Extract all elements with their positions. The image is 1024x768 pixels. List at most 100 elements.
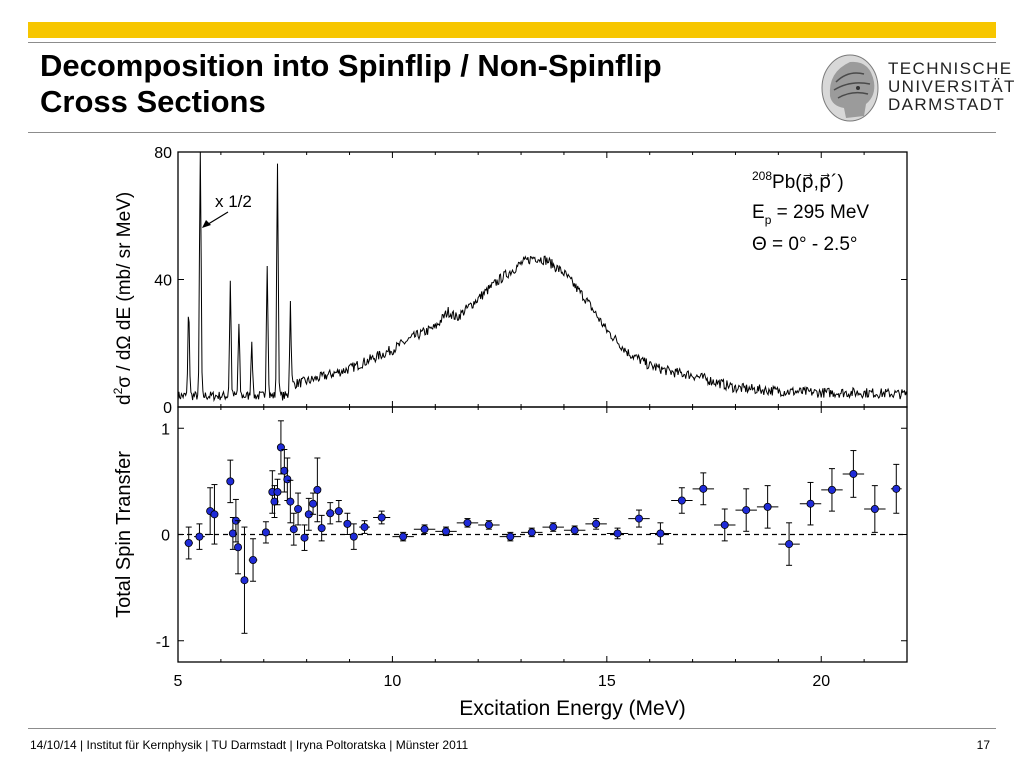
- marker-49: [785, 540, 794, 549]
- data-point-48: [756, 485, 779, 529]
- marker-4: [226, 477, 235, 486]
- marker-13: [273, 487, 282, 496]
- marker-27: [343, 519, 352, 528]
- marker-45: [699, 484, 708, 493]
- x-axis-label: Excitation Energy (MeV): [459, 697, 685, 720]
- x-tick-label-10: 10: [384, 673, 402, 690]
- data-point-9: [248, 538, 258, 582]
- legend-energy-symbol: E: [752, 202, 765, 223]
- data-point-15: [280, 449, 289, 493]
- marker-25: [326, 509, 335, 518]
- data-point-50: [799, 481, 822, 526]
- data-point-43: [649, 522, 672, 545]
- marker-42: [634, 514, 643, 523]
- data-point-4: [226, 459, 235, 504]
- marker-34: [463, 518, 472, 527]
- data-point-36: [499, 531, 522, 542]
- marker-18: [289, 525, 298, 534]
- legend-reaction: 208Pb(p⃗,p⃗´): [752, 169, 844, 193]
- logo-line-2: UNIVERSITÄT: [888, 77, 1016, 96]
- data-point-18: [289, 512, 298, 546]
- data-point-0: [184, 526, 194, 560]
- slide-title: Decomposition into Spinflip / Non-Spinfl…: [40, 48, 662, 120]
- marker-40: [592, 519, 601, 528]
- data-point-52: [842, 450, 865, 498]
- x-tick-label-20: 20: [812, 673, 830, 690]
- data-point-40: [585, 518, 607, 530]
- data-point-26: [334, 500, 344, 523]
- marker-15: [280, 466, 289, 475]
- marker-22: [309, 499, 318, 508]
- data-point-30: [373, 510, 391, 525]
- data-point-27: [343, 512, 352, 535]
- marker-30: [377, 513, 386, 522]
- data-point-34: [456, 518, 479, 528]
- page-number: 17: [976, 738, 990, 752]
- data-point-45: [692, 472, 715, 506]
- data-point-49: [778, 522, 800, 566]
- data-point-38: [542, 522, 564, 532]
- top-y-tick-label-0: 0: [163, 400, 172, 417]
- marker-24: [317, 524, 326, 533]
- university-logo: TECHNISCHE UNIVERSITÄT DARMSTADT: [818, 52, 1014, 124]
- marker-52: [849, 469, 858, 478]
- bottom-y-tick-label--1: -1: [156, 634, 170, 651]
- data-point-28: [349, 523, 358, 550]
- marker-7: [234, 543, 243, 552]
- data-point-14: [276, 420, 285, 475]
- spin-decomposition-chart: 0 40 80 d2σ / dΩ dE (mb/ sr MeV) x 1/2 208Pb(…: [111, 145, 908, 720]
- marker-44: [677, 496, 686, 505]
- marker-1: [195, 532, 204, 541]
- logo-line-1: TECHNISCHE: [888, 59, 1013, 78]
- data-point-19: [294, 492, 303, 526]
- title-rule: [28, 132, 996, 133]
- data-point-54: [890, 463, 902, 514]
- marker-43: [656, 529, 665, 538]
- marker-16: [283, 475, 292, 484]
- legend-energy-value: = 295 MeV: [771, 202, 869, 223]
- y-label-superscript: 2: [111, 387, 125, 394]
- marker-51: [827, 485, 836, 494]
- marker-46: [720, 520, 729, 529]
- athena-head-icon: [821, 54, 879, 122]
- marker-32: [420, 525, 429, 534]
- marker-28: [349, 532, 358, 541]
- data-point-17: [286, 479, 295, 524]
- marker-19: [294, 504, 303, 513]
- data-point-46: [714, 508, 736, 542]
- marker-31: [399, 532, 408, 541]
- marker-26: [334, 507, 343, 516]
- marker-3: [210, 510, 219, 519]
- marker-10: [261, 528, 270, 537]
- marker-33: [442, 527, 451, 536]
- data-point-47: [735, 488, 757, 532]
- data-point-13: [273, 478, 282, 506]
- cross-section-panel: 0 40 80 d2σ / dΩ dE (mb/ sr MeV) x 1/2 208Pb(…: [111, 145, 908, 417]
- marker-53: [870, 504, 879, 513]
- data-point-10: [261, 521, 270, 544]
- data-point-25: [325, 502, 335, 525]
- data-point-51: [821, 468, 843, 512]
- data-point-7: [234, 520, 243, 575]
- marker-37: [527, 528, 536, 537]
- scale-annotation: x 1/2: [215, 192, 252, 211]
- header-rule: [28, 42, 996, 43]
- y-label-rest: σ / dΩ dE (mb/ sr MeV): [114, 192, 135, 388]
- legend-beam-energy: Ep = 295 MeV: [752, 202, 869, 227]
- data-point-37: [521, 527, 543, 538]
- data-point-39: [563, 525, 586, 535]
- marker-12: [270, 497, 279, 506]
- legend-energy-subscript: p: [765, 213, 772, 227]
- data-point-35: [478, 520, 500, 530]
- marker-39: [570, 526, 579, 535]
- data-point-44: [671, 487, 693, 514]
- data-point-3: [210, 484, 219, 545]
- marker-50: [806, 499, 815, 508]
- marker-8: [240, 576, 249, 585]
- data-point-23: [313, 457, 322, 523]
- marker-38: [549, 523, 558, 532]
- marker-20: [300, 533, 309, 542]
- logo-text: TECHNISCHE UNIVERSITÄT DARMSTADT: [888, 60, 1016, 114]
- data-point-33: [435, 526, 457, 537]
